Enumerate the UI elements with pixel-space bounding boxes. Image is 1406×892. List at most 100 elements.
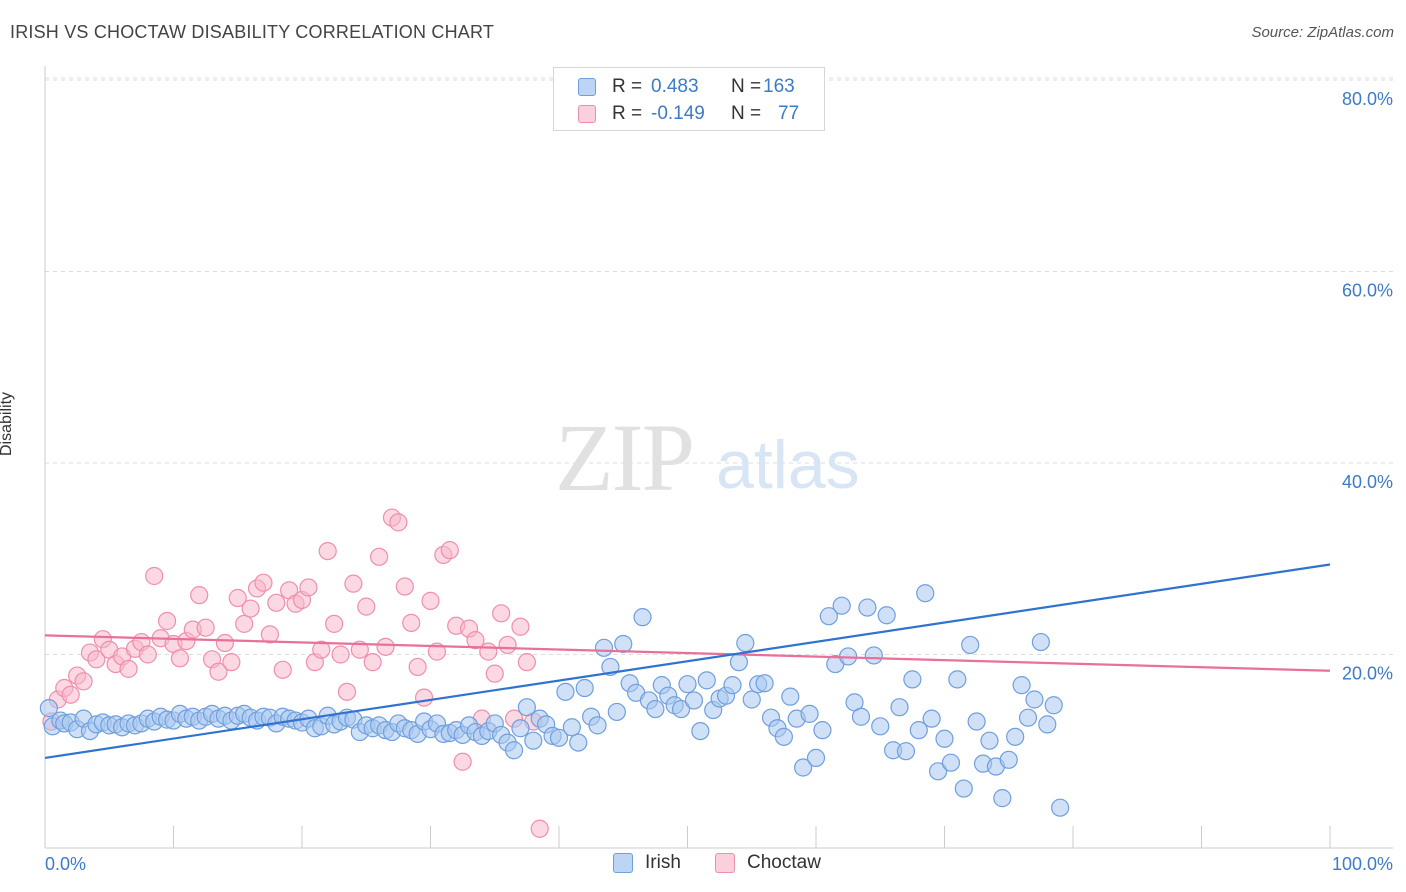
irish-point [1038, 715, 1057, 734]
irish-point [691, 721, 710, 741]
choctaw-point [350, 640, 369, 659]
choctaw-point [427, 642, 447, 661]
correlation-legend: R = 0.483 N = 163 R = -0.149 N = 77 [553, 67, 825, 131]
irish-point [569, 733, 588, 752]
choctaw-point [395, 577, 414, 596]
y-tick-label: 80.0% [1342, 89, 1393, 109]
irish-point [684, 691, 704, 710]
irish-point [697, 671, 716, 690]
choctaw-point [485, 664, 504, 683]
n-label: N = [731, 103, 762, 124]
choctaw-point [363, 653, 382, 672]
choctaw-point [222, 653, 241, 672]
choctaw-point [196, 618, 215, 637]
irish-swatch [578, 78, 596, 96]
irish-point [819, 607, 838, 626]
choctaw-point [254, 573, 273, 592]
irish-point [993, 789, 1012, 808]
r-label: R = [612, 103, 643, 124]
irish-point [851, 707, 871, 726]
irish-point [588, 716, 607, 735]
choctaw-point [318, 541, 337, 561]
choctaw-point [299, 578, 318, 597]
choctaw-point [402, 613, 421, 633]
irish-point [633, 608, 652, 627]
irish-point [1025, 690, 1044, 709]
irish-point [556, 682, 575, 701]
y-tick-label: 40.0% [1342, 472, 1393, 492]
irish-point [1044, 696, 1063, 715]
choctaw-point [325, 614, 344, 633]
choctaw-point [376, 637, 395, 656]
irish-point [871, 717, 890, 736]
irish-point [607, 702, 626, 722]
irish-point [967, 712, 986, 731]
irish-point [922, 709, 941, 728]
choctaw-point [370, 547, 389, 566]
n-value: 77 [778, 103, 800, 124]
irish-point [549, 728, 569, 747]
irish-point [39, 699, 58, 718]
choctaw-point [492, 604, 511, 623]
choctaw-point [453, 752, 472, 771]
irish-point [575, 678, 594, 698]
choctaw-point [170, 649, 190, 668]
choctaw-point [517, 653, 536, 672]
choctaw-point [260, 625, 279, 644]
irish-point [524, 731, 543, 750]
irish-point [562, 718, 581, 737]
choctaw-point [479, 642, 498, 661]
irish-trend-line [44, 563, 1331, 759]
irish-point [954, 779, 973, 798]
choctaw-point [215, 633, 234, 653]
choctaw-point [421, 591, 440, 610]
irish-point [774, 727, 793, 746]
choctaw-point [466, 631, 485, 650]
choctaw-swatch [578, 105, 596, 123]
x-tick-label: 100.0% [1332, 854, 1393, 874]
irish-point [1051, 798, 1070, 817]
irish-point [1012, 676, 1031, 695]
irish-point [1031, 632, 1050, 652]
irish-point [594, 638, 614, 657]
watermark-zip: ZIP [555, 404, 693, 511]
choctaw-point [241, 599, 260, 618]
irish-point [678, 675, 697, 694]
gridlines [45, 77, 1393, 655]
irish-point [935, 729, 954, 748]
irish-point [800, 704, 819, 723]
choctaw-point [267, 593, 286, 612]
choctaw-point [312, 640, 331, 659]
choctaw-point [530, 819, 549, 838]
choctaw-point [228, 588, 247, 608]
irish-point [671, 699, 691, 719]
choctaw-point [408, 657, 427, 677]
choctaw-trend-line [44, 634, 1331, 672]
choctaw-point [344, 574, 363, 593]
irish-point [646, 699, 665, 719]
irish-point [916, 584, 935, 603]
r-label: R = [612, 76, 643, 97]
tick-labels: 20.0% 40.0% 60.0% 80.0% 0.0% 100.0% [45, 89, 1393, 874]
irish-point [794, 758, 813, 777]
legend-label-choctaw: Choctaw [747, 852, 821, 873]
choctaw-point [61, 685, 80, 704]
irish-point [742, 690, 761, 709]
choctaw-point [273, 660, 292, 679]
choctaw-point [337, 682, 357, 701]
irish-point [941, 753, 961, 772]
choctaw-point [511, 617, 530, 636]
trend-lines [44, 563, 1331, 759]
irish-point [806, 748, 826, 768]
choctaw-point [357, 597, 376, 616]
choctaw-point [331, 645, 350, 664]
legend-label-irish: Irish [645, 852, 681, 873]
series-legend: Irish Choctaw [0, 851, 1406, 877]
choctaw-point [209, 662, 228, 681]
irish-point [877, 606, 896, 625]
irish-point [1018, 708, 1038, 727]
y-tick-label: 20.0% [1342, 664, 1393, 684]
y-tick-label: 60.0% [1342, 281, 1393, 301]
choctaw-point [74, 672, 93, 691]
